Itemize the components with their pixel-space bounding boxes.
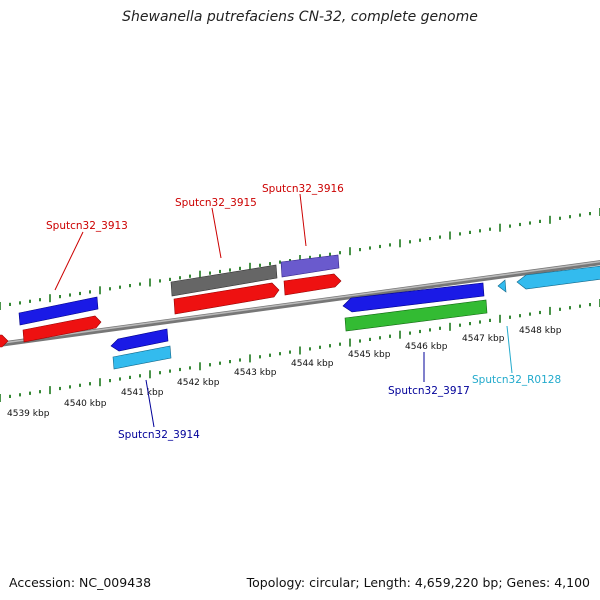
gene-Sputcn32_3915-red[interactable] bbox=[173, 282, 280, 315]
kbp-label: 4541 kbp bbox=[121, 388, 164, 398]
map-title: Shewanella putrefaciens CN-32, complete … bbox=[122, 9, 478, 25]
gene-Sputcn32_3917-blue[interactable] bbox=[342, 282, 485, 313]
gene-Sputcn32_3917-green[interactable] bbox=[344, 299, 488, 332]
kbp-label: 4542 kbp bbox=[177, 378, 220, 388]
gene-Sputcn32_3916-purple[interactable] bbox=[280, 254, 340, 278]
gene-label-Sputcn32_3916[interactable]: Sputcn32_3916 bbox=[262, 183, 344, 195]
gene-labels: Sputcn32_3913 Sputcn32_3915 Sputcn32_391… bbox=[46, 183, 561, 441]
lower-tick-track bbox=[0, 299, 600, 402]
gene-red-left-edge[interactable] bbox=[0, 334, 9, 348]
upper-tick-track bbox=[0, 208, 600, 310]
gene-Sputcn32_R0128-small[interactable] bbox=[497, 279, 507, 293]
kbp-label: 4545 kbp bbox=[348, 350, 391, 360]
gene-Sputcn32_3914-cyan[interactable] bbox=[112, 345, 172, 370]
kbp-label: 4548 kbp bbox=[519, 326, 562, 336]
kbp-label: 4546 kbp bbox=[405, 342, 448, 352]
kbp-label: 4540 kbp bbox=[64, 399, 107, 409]
kbp-label: 4543 kbp bbox=[234, 368, 277, 378]
gene-Sputcn32_3913-blue[interactable] bbox=[18, 296, 99, 326]
gene-label-Sputcn32_3917[interactable]: Sputcn32_3917 bbox=[388, 385, 470, 397]
gene-label-Sputcn32_3915[interactable]: Sputcn32_3915 bbox=[175, 197, 257, 209]
kbp-label: 4544 kbp bbox=[291, 359, 334, 369]
kbp-label: 4547 kbp bbox=[462, 334, 505, 344]
kbp-scale: 4539 kbp 4540 kbp 4541 kbp 4542 kbp 4543… bbox=[7, 326, 562, 419]
gene-Sputcn32_R0128-cyan[interactable] bbox=[516, 265, 600, 290]
accession-text: Accession: NC_009438 bbox=[9, 575, 152, 590]
kbp-label: 4539 kbp bbox=[7, 409, 50, 419]
leader-lines bbox=[54, 193, 513, 428]
gene-label-Sputcn32_3914[interactable]: Sputcn32_3914 bbox=[118, 429, 200, 441]
genome-backbone bbox=[0, 260, 600, 347]
genome-summary-text: Topology: circular; Length: 4,659,220 bp… bbox=[246, 575, 590, 590]
gene-Sputcn32_3913-red[interactable] bbox=[22, 315, 102, 343]
gene-label-Sputcn32_3913[interactable]: Sputcn32_3913 bbox=[46, 220, 128, 232]
gene-label-Sputcn32_R0128[interactable]: Sputcn32_R0128 bbox=[472, 374, 561, 386]
gene-Sputcn32_3915-gray[interactable] bbox=[170, 264, 278, 297]
gene-Sputcn32_3914-blue[interactable] bbox=[110, 328, 169, 352]
gene-Sputcn32_3916-red[interactable] bbox=[283, 273, 342, 296]
gene-features bbox=[0, 254, 600, 370]
